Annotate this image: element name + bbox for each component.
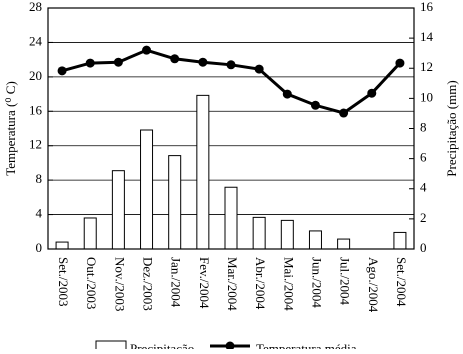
y-tick-label: 20	[29, 68, 42, 83]
x-tick-label: Out./2003	[84, 257, 99, 309]
marker	[226, 60, 236, 70]
y2-tick-label: 4	[420, 180, 427, 195]
y2-tick-label: 14	[420, 29, 434, 44]
bar	[55, 241, 69, 250]
y-tick-label: 0	[36, 240, 43, 255]
bar	[196, 94, 210, 250]
legend-label: Precipitação	[130, 341, 194, 349]
bar	[308, 230, 322, 250]
plot-frame	[47, 7, 415, 250]
legend-swatch	[95, 340, 127, 352]
line	[61, 48, 402, 115]
bar	[224, 186, 238, 250]
marker	[395, 58, 405, 68]
x-tick-label: Jul./2004	[338, 257, 353, 306]
bar	[140, 129, 154, 250]
bar	[168, 155, 182, 250]
marker	[310, 100, 320, 110]
y-tick-label: 16	[29, 102, 43, 117]
y2-tick-label: 10	[420, 89, 433, 104]
x-tick-label: Set./2003	[56, 257, 71, 306]
marker	[57, 66, 67, 76]
y2-tick-label: 2	[420, 210, 427, 225]
y-tick-label: 4	[36, 206, 43, 221]
marker	[254, 64, 264, 74]
legend-label: Temperatura média	[256, 341, 357, 349]
x-tick-label: Nov./2003	[112, 257, 127, 311]
y-tick-label: 24	[29, 33, 43, 48]
marker	[142, 45, 152, 55]
y-tick-label: 28	[29, 0, 42, 14]
marker	[113, 57, 123, 67]
bar	[337, 238, 351, 250]
bar	[111, 170, 125, 250]
y2-tick-label: 6	[420, 150, 427, 165]
x-tick-label: Abr./2004	[253, 257, 268, 310]
x-tick-label: Ago./2004	[366, 257, 381, 313]
legend-marker	[225, 341, 235, 351]
y2-tick-label: 0	[420, 240, 427, 255]
bar	[280, 219, 294, 250]
y2-tick-label: 8	[420, 119, 427, 134]
y-tick-label: 8	[36, 171, 43, 186]
x-tick-label: Dez./2003	[141, 257, 156, 311]
y2-tick-label: 12	[420, 59, 433, 74]
y-axis-label: Temperatura (⁰ C)	[3, 81, 18, 176]
marker	[282, 89, 292, 99]
x-tick-label: Jan./2004	[169, 257, 184, 308]
bar	[252, 216, 266, 250]
x-tick-label: Mar./2004	[225, 257, 240, 311]
bar	[83, 217, 97, 250]
x-tick-label: Mai./2004	[281, 257, 296, 311]
marker	[367, 88, 377, 98]
x-tick-label: Set./2004	[394, 257, 409, 307]
x-tick-label: Fev./2004	[197, 257, 212, 309]
marker	[170, 54, 180, 64]
marker	[85, 58, 95, 68]
x-tick-label: Jun./2004	[309, 257, 324, 308]
marker	[198, 57, 208, 67]
y2-axis-label: Precipitação (mm)	[444, 80, 459, 176]
y-tick-label: 12	[29, 137, 42, 152]
y2-tick-label: 16	[420, 0, 434, 14]
bar	[393, 231, 407, 250]
marker	[339, 108, 349, 118]
